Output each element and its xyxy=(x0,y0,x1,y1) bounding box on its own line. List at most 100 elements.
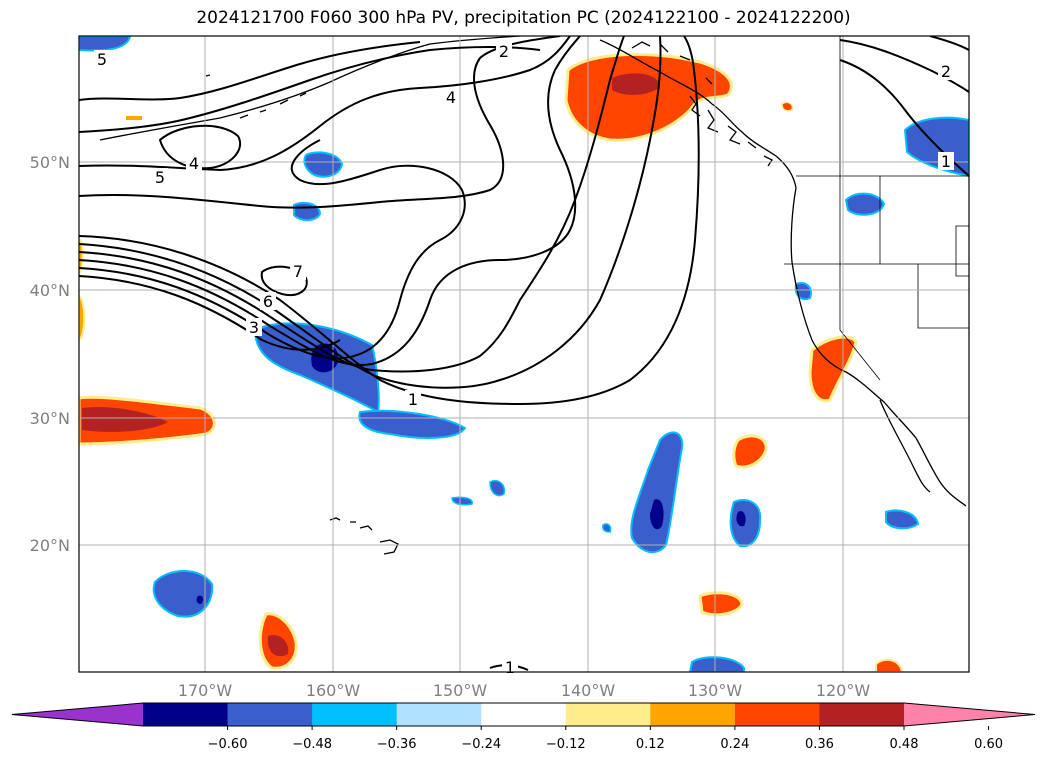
colorbar-segment xyxy=(312,703,398,726)
lon-label: 150°W xyxy=(433,681,488,700)
pv-contour-5 xyxy=(79,139,466,360)
colorbar-segment xyxy=(481,703,567,726)
lon-label: 120°W xyxy=(816,681,871,700)
precip-negative-areas xyxy=(79,36,969,672)
neg-core-subtropic xyxy=(650,499,664,530)
neg-area-tiny-2 xyxy=(451,496,473,506)
pv-contour-7 xyxy=(79,36,561,209)
precip-positive-areas xyxy=(79,52,904,672)
contour-label: 5 xyxy=(155,168,165,187)
contour-label: 6 xyxy=(263,292,273,311)
colorbar-tick-label: 0.36 xyxy=(805,737,834,752)
baja xyxy=(879,399,931,493)
neg-area-tiny-3 xyxy=(602,523,612,533)
latitude-labels: 50°N 40°N 30°N 20°N xyxy=(30,153,70,555)
pos-area-gulf-alaska xyxy=(564,52,733,142)
colorbar-tick-label: −0.48 xyxy=(292,737,332,752)
contour-label: 1 xyxy=(505,658,515,677)
lat-label: 50°N xyxy=(30,153,70,172)
pv-contour-2 xyxy=(79,36,662,389)
contour-label: 3 xyxy=(249,318,259,337)
contour-label: 7 xyxy=(293,262,303,281)
colorbar-segment xyxy=(650,703,736,726)
colorbar-tick-label: −0.36 xyxy=(377,737,417,752)
map-frame xyxy=(78,35,970,673)
contour-label: 1 xyxy=(408,390,418,409)
pv-contour-labels: 1 2 3 4 5 6 7 1 2 1 4 5 xyxy=(94,42,954,677)
contour-label: 2 xyxy=(941,62,951,81)
state-line-4 xyxy=(917,264,969,329)
map-title: 2024121700 F060 300 hPa PV, precipitatio… xyxy=(196,8,851,28)
pv-contour-1 xyxy=(79,36,700,406)
neg-area-far-east xyxy=(885,509,920,530)
pv-contour-9 xyxy=(79,41,421,101)
neg-area-oregon xyxy=(844,192,886,216)
colorbar-tick-label: 0.48 xyxy=(890,737,919,752)
colorbar-tick-label: 0.24 xyxy=(720,737,749,752)
pv-contour-13 xyxy=(839,39,969,93)
neg-area-south-west xyxy=(152,570,214,618)
pv-contour-6 xyxy=(79,275,341,351)
contour-label: 4 xyxy=(189,154,199,173)
west-us-coast xyxy=(790,187,967,507)
state-borders xyxy=(784,36,969,381)
pv-contours xyxy=(79,36,969,671)
pos-area-south-east xyxy=(698,591,744,617)
lat-label: 30°N xyxy=(30,409,70,428)
lat-label: 40°N xyxy=(30,281,70,300)
pv-contour-10 xyxy=(158,124,241,170)
longitude-labels: 170°W 160°W 150°W 140°W 130°W 120°W xyxy=(178,681,871,700)
alaska-panhandle xyxy=(599,39,797,189)
gridlines xyxy=(79,36,969,672)
hawaii xyxy=(329,517,399,555)
pos-area-tiny-2 xyxy=(126,116,142,120)
bc-coast xyxy=(689,95,773,167)
colorbar-segment xyxy=(734,703,820,726)
pv-contour-3 xyxy=(79,36,625,373)
colorbar-extend-min xyxy=(12,703,143,726)
colorbar-tick-label: −0.24 xyxy=(461,737,501,752)
contour-label: 5 xyxy=(97,50,107,69)
state-line-5 xyxy=(955,225,969,277)
lon-label: 130°W xyxy=(688,681,743,700)
aleutian-islands xyxy=(205,74,307,119)
lon-label: 170°W xyxy=(178,681,233,700)
colorbar-segment xyxy=(565,703,651,726)
lon-label: 160°W xyxy=(306,681,361,700)
colorbar-tick-label: −0.60 xyxy=(208,737,248,752)
pos-core-west-subtropic xyxy=(82,406,168,432)
contour-label: 2 xyxy=(499,42,509,61)
neg-area-small-1 xyxy=(303,151,344,178)
colorbar-tick-label: 0.12 xyxy=(636,737,665,752)
pos-area-bottom-right xyxy=(875,658,904,672)
gulf-alaska-islands xyxy=(631,41,713,85)
pv-contour-12 xyxy=(79,46,541,133)
colorbar-tick-label: 0.60 xyxy=(974,737,1003,752)
pos-core-gulf-alaska xyxy=(612,73,660,95)
neg-core-mid-east xyxy=(736,511,746,527)
pv-contour-15 xyxy=(929,36,969,51)
aleutian-coast xyxy=(99,36,521,141)
colorbar-outline xyxy=(11,702,1036,727)
colorbar-segment xyxy=(396,703,482,726)
neg-area-bottom xyxy=(688,656,745,672)
lat-label: 20°N xyxy=(30,536,70,555)
neg-area-tiny-1 xyxy=(489,480,506,497)
neg-area-small-2 xyxy=(293,201,322,222)
pos-area-tiny-1 xyxy=(781,101,794,112)
colorbar-extend-max xyxy=(904,703,1035,726)
contour-label: 4 xyxy=(446,88,456,107)
colorbar-segment xyxy=(227,703,313,726)
pv-contour-11 xyxy=(260,265,308,296)
colorbar-segment xyxy=(143,703,229,726)
coastlines xyxy=(99,36,967,555)
contour-label: 1 xyxy=(941,152,951,171)
colorbar-segment xyxy=(819,703,905,726)
neg-core-south-west xyxy=(196,595,204,604)
pv-contour-4 xyxy=(79,36,581,367)
neg-area-mid-east xyxy=(729,499,762,548)
pos-area-south-central xyxy=(732,434,768,469)
colorbar-tick-label: −0.12 xyxy=(546,737,586,752)
pos-core-bottom-west xyxy=(267,635,289,657)
